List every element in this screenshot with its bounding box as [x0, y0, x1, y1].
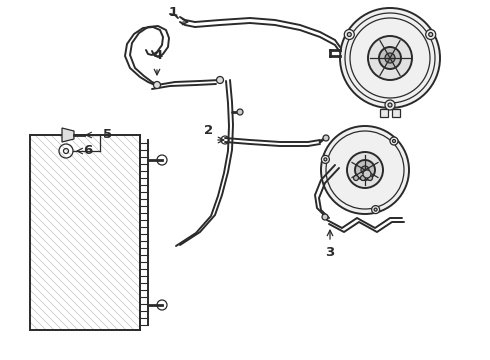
Text: 6: 6 — [83, 144, 92, 157]
Circle shape — [390, 137, 398, 145]
Circle shape — [237, 109, 243, 115]
Bar — [392, 109, 400, 117]
Circle shape — [429, 32, 433, 36]
Circle shape — [368, 36, 412, 80]
Circle shape — [392, 140, 395, 143]
Circle shape — [353, 176, 359, 180]
Circle shape — [324, 158, 327, 161]
Text: 4: 4 — [153, 49, 163, 62]
Circle shape — [426, 30, 436, 40]
Circle shape — [347, 32, 351, 36]
Circle shape — [322, 214, 328, 220]
Bar — [30, 135, 140, 330]
Circle shape — [217, 77, 223, 84]
Circle shape — [321, 126, 409, 214]
Circle shape — [323, 135, 329, 141]
Circle shape — [385, 100, 395, 110]
Circle shape — [371, 206, 380, 213]
Text: 1: 1 — [169, 6, 178, 19]
Circle shape — [347, 152, 383, 188]
Circle shape — [379, 47, 401, 69]
Circle shape — [321, 156, 329, 163]
Circle shape — [153, 81, 161, 89]
Text: 5: 5 — [103, 127, 112, 140]
Circle shape — [385, 53, 395, 63]
Circle shape — [363, 170, 371, 178]
Bar — [380, 109, 388, 117]
Circle shape — [340, 8, 440, 108]
Circle shape — [344, 30, 354, 40]
Circle shape — [374, 208, 377, 211]
Circle shape — [361, 166, 369, 174]
Circle shape — [361, 176, 366, 180]
Polygon shape — [62, 128, 74, 142]
Text: 3: 3 — [325, 246, 335, 259]
Circle shape — [368, 176, 372, 180]
Circle shape — [355, 160, 375, 180]
Text: 2: 2 — [204, 124, 213, 137]
Circle shape — [388, 103, 392, 107]
